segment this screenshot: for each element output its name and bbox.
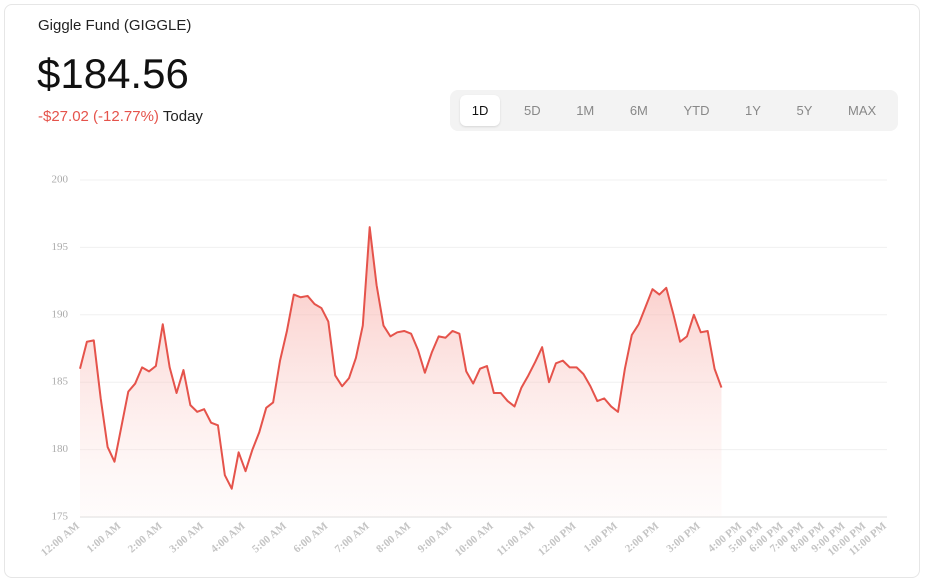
range-selector: 1D 5D 1M 6M YTD 1Y 5Y MAX [450, 90, 898, 131]
y-tick-label: 175 [52, 511, 69, 523]
range-button[interactable]: 1Y [745, 103, 761, 118]
range-button[interactable]: MAX [848, 103, 877, 118]
x-tick-label: 8:00 AM [374, 520, 413, 556]
price-line [79, 226, 723, 490]
x-tick-label: 12:00 PM [536, 520, 579, 559]
y-tick-label: 180 [52, 443, 69, 455]
range-button[interactable]: 1M [576, 103, 595, 118]
x-tick-label: 2:00 AM [126, 520, 165, 556]
x-tick-label: 11:00 AM [495, 520, 538, 559]
fund-title: Giggle Fund (GIGGLE) [38, 17, 192, 34]
y-tick-label: 190 [52, 308, 69, 320]
range-button[interactable]: 1D [459, 95, 501, 126]
x-tick-label: 12:00 AM [39, 520, 83, 559]
change-row: -$27.02 (-12.77%) Today [38, 108, 203, 125]
x-tick-label: 3:00 PM [664, 520, 703, 555]
change: -$27.02 (-12.77%) [38, 108, 159, 125]
range-button[interactable]: 6M [629, 103, 648, 118]
range-button[interactable]: 5Y [796, 103, 813, 118]
x-tick-label: 7:00 AM [333, 520, 372, 556]
x-tick-label: 3:00 AM [167, 520, 206, 556]
x-tick-label: 5:00 AM [250, 520, 289, 556]
card [4, 4, 920, 578]
x-tick-label: 10:00 AM [453, 520, 497, 559]
y-tick-label: 195 [52, 241, 69, 253]
x-tick-label: 6:00 AM [291, 520, 330, 556]
range-button[interactable]: 5D [523, 103, 541, 118]
x-tick-label: 2:00 PM [623, 520, 662, 555]
x-tick-label: 9:00 AM [416, 520, 455, 556]
y-tick-label: 200 [52, 174, 69, 186]
price: $184.56 [37, 50, 189, 97]
x-tick-label: 4:00 AM [209, 520, 248, 556]
range-button[interactable]: YTD [683, 103, 710, 118]
x-tick-label: 1:00 AM [84, 520, 123, 556]
x-tick-label: 1:00 PM [582, 520, 621, 555]
y-tick-label: 185 [52, 376, 69, 388]
change-label: Today [162, 108, 203, 125]
area [80, 227, 722, 517]
